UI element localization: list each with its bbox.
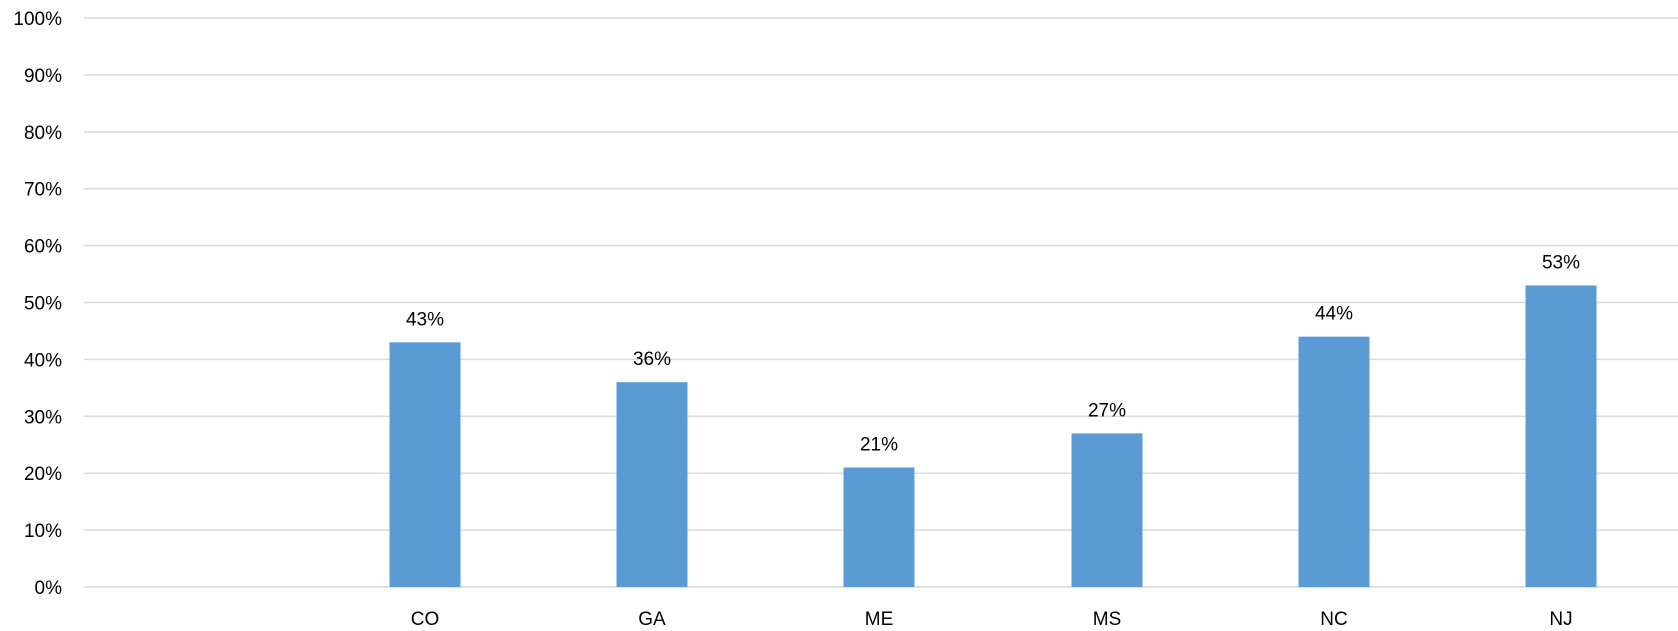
data-label-ms: 27% (1088, 400, 1126, 421)
y-tick-label: 10% (24, 521, 62, 542)
data-label-ga: 36% (633, 349, 671, 370)
data-labels: 43% 36% 21% 27% 44% 53% (406, 252, 1580, 455)
gridlines (84, 17, 1678, 588)
data-label-nc: 44% (1315, 304, 1353, 325)
x-tick-label-nj: NJ (1549, 609, 1572, 630)
data-label-me: 21% (860, 435, 898, 456)
bar-nj (1525, 285, 1597, 587)
y-tick-label: 20% (24, 464, 62, 485)
y-tick-label: 40% (24, 350, 62, 371)
data-label-nj: 53% (1542, 252, 1580, 273)
y-tick-label: 70% (24, 180, 62, 201)
bars (389, 285, 1597, 587)
x-tick-label-ga: GA (638, 609, 666, 630)
x-tick-label-nc: NC (1320, 609, 1347, 630)
bar-co (389, 342, 461, 587)
y-tick-label: 50% (24, 294, 62, 315)
y-tick-label: 90% (24, 66, 62, 87)
y-tick-label: 60% (24, 237, 62, 258)
y-tick-label: 0% (35, 578, 63, 599)
data-label-co: 43% (406, 309, 444, 330)
bar-ms (1071, 433, 1143, 587)
x-tick-label-co: CO (411, 609, 440, 630)
y-axis-ticks: 0% 10% 20% 30% 40% 50% 60% 70% 80% 90% 100% (13, 9, 62, 599)
y-tick-label: 100% (13, 9, 62, 30)
bar-ga (616, 382, 688, 587)
bar-me (843, 467, 915, 587)
y-tick-label: 80% (24, 123, 62, 144)
x-tick-label-ms: MS (1093, 609, 1122, 630)
x-tick-label-me: ME (865, 609, 894, 630)
y-tick-label: 30% (24, 407, 62, 428)
x-axis-ticks: CO GA ME MS NC NJ (411, 609, 1573, 630)
bar-nc (1298, 336, 1370, 587)
